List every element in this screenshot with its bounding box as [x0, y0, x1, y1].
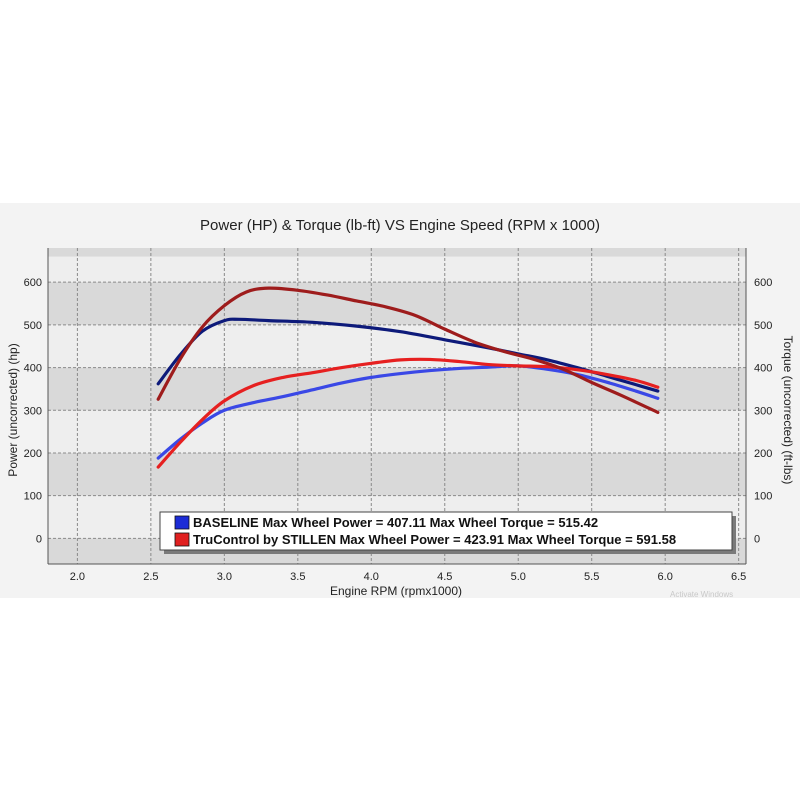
y-tick-label-left: 300: [24, 405, 42, 417]
legend-swatch-baseline: [174, 515, 190, 530]
series-trucontrol-power: [156, 357, 660, 469]
x-tick-labels: 2.0 2.5 3.0 3.5 4.0 4.5 5.0 5.5 6.0 6.5: [70, 571, 747, 583]
y-tick-label-left: 0: [36, 533, 42, 545]
legend: BASELINE Max Wheel Power = 407.11 Max Wh…: [159, 511, 736, 554]
plot-bands: [48, 248, 746, 564]
x-tick-label: 6.5: [731, 571, 746, 583]
y-tick-label-right: 500: [754, 320, 772, 332]
x-tick-label: 2.0: [70, 571, 85, 583]
y-tick-label-right: 100: [754, 491, 772, 503]
y-axis-label-right: Torque (uncorrected) (ft-lbs): [781, 336, 795, 485]
y-tick-label-right: 0: [754, 533, 760, 545]
y-tick-label-right: 200: [754, 448, 772, 460]
x-tick-label: 4.5: [437, 571, 452, 583]
y-tick-label-right: 400: [754, 363, 772, 375]
y-tick-label-left: 500: [24, 320, 42, 332]
x-tick-label: 3.0: [217, 571, 232, 583]
y-tick-label-left: 600: [24, 277, 42, 289]
legend-box: [159, 511, 733, 551]
x-tick-label: 3.5: [290, 571, 305, 583]
y-tick-label-right: 300: [754, 405, 772, 417]
y-tick-labels-left: 0 100 200 300 400 500 600: [24, 277, 42, 545]
chart-title: Power (HP) & Torque (lb-ft) VS Engine Sp…: [200, 217, 600, 234]
series-lines: [156, 286, 660, 469]
x-axis-label: Engine RPM (rpmx1000): [330, 584, 462, 598]
y-tick-label-right: 600: [754, 277, 772, 289]
x-tick-label: 6.0: [658, 571, 673, 583]
plot-band: [48, 282, 746, 325]
y-tick-label-left: 400: [24, 363, 42, 375]
axes: [47, 248, 747, 565]
y-tick-labels-right: 0 100 200 300 400 500 600: [754, 277, 772, 545]
series-trucontrol-torque: [156, 286, 660, 415]
plot-band: [48, 452, 746, 496]
x-tick-label: 5.0: [511, 571, 526, 583]
y-tick-label-left: 100: [24, 491, 42, 503]
y-axis-label-left: Power (uncorrected) (hp): [6, 343, 20, 476]
legend-label-trucontrol: TruControl by STILLEN Max Wheel Power = …: [193, 532, 676, 547]
watermark-text: Activate Windows: [670, 590, 733, 599]
legend-swatch-trucontrol: [174, 532, 190, 547]
x-tick-label: 5.5: [584, 571, 599, 583]
x-tick-label: 2.5: [143, 571, 158, 583]
x-tick-label: 4.0: [364, 571, 379, 583]
plot-band-top: [48, 248, 746, 257]
y-tick-label-left: 200: [24, 448, 42, 460]
legend-label-baseline: BASELINE Max Wheel Power = 407.11 Max Wh…: [193, 515, 598, 530]
